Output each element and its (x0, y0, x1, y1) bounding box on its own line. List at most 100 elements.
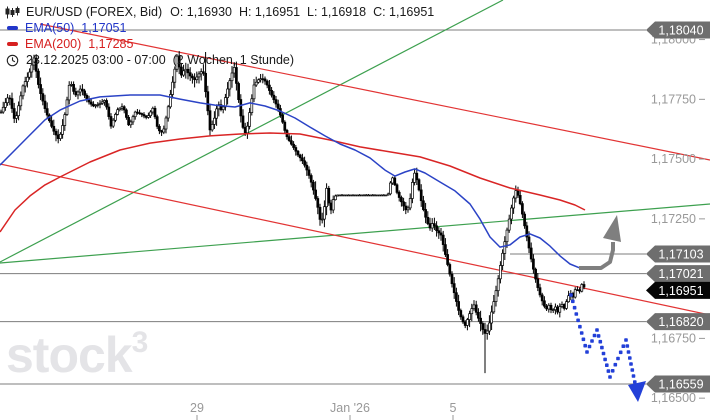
candle (224, 97, 227, 108)
candle (472, 304, 476, 309)
candle (237, 83, 240, 100)
candle (503, 241, 507, 254)
candle (153, 107, 157, 118)
candle (193, 77, 196, 81)
candle (164, 117, 168, 130)
candle (305, 164, 309, 171)
candle (419, 189, 423, 202)
candle (474, 304, 478, 313)
candle (131, 116, 135, 123)
price-badge-label: 1,17103 (658, 248, 703, 262)
candle (378, 194, 381, 197)
candle (160, 130, 163, 133)
candle (501, 252, 504, 266)
candle (39, 84, 42, 94)
candle (155, 116, 159, 127)
price-level-badge (646, 265, 710, 283)
ema200-line[interactable] (0, 132, 586, 233)
candle (54, 130, 58, 136)
candle (389, 182, 392, 195)
green-support-shallow-trendline[interactable] (0, 203, 710, 264)
candle (329, 202, 333, 211)
red-resistance-lower-trendline[interactable] (0, 163, 710, 316)
candle (358, 194, 361, 197)
candle (518, 195, 522, 205)
candle (199, 71, 203, 75)
candle (441, 234, 445, 245)
candle (303, 160, 306, 166)
candle (499, 265, 502, 280)
candle (360, 194, 364, 197)
candle (512, 197, 515, 209)
candle (197, 73, 201, 78)
candle (375, 194, 379, 197)
candle (34, 57, 38, 72)
candle (206, 91, 210, 112)
candle (248, 112, 251, 127)
candle (147, 115, 150, 118)
candle (492, 301, 496, 313)
candle (274, 99, 278, 105)
candle (393, 177, 397, 186)
candle (554, 306, 557, 311)
candle (433, 223, 436, 227)
candle (494, 290, 498, 302)
candle (226, 88, 229, 98)
price-badge-label: 1,17021 (658, 267, 703, 281)
candle (272, 94, 276, 101)
candle (351, 194, 355, 197)
candle (235, 67, 238, 84)
candle (50, 120, 53, 127)
candle (144, 115, 148, 118)
candle (422, 200, 425, 210)
candle (342, 194, 346, 197)
price-level-badge (646, 375, 710, 393)
ema50-line[interactable] (0, 94, 581, 269)
candle (43, 100, 47, 109)
candle (138, 112, 141, 115)
candle (162, 128, 166, 133)
candle (314, 189, 317, 199)
candle (287, 136, 291, 141)
candle (195, 76, 199, 81)
candle (184, 68, 188, 72)
candle (276, 103, 280, 109)
candle (191, 75, 194, 79)
candle (309, 175, 313, 183)
candle (510, 207, 513, 220)
candle (175, 55, 179, 70)
candle (94, 104, 97, 107)
green-support-steep-trendline[interactable] (0, 0, 504, 263)
candle (19, 95, 23, 107)
candle (347, 194, 350, 197)
candle (215, 108, 218, 119)
y-axis-tick-label: 1,17500 (651, 152, 696, 166)
candle (239, 99, 243, 117)
candle (369, 194, 372, 197)
candle (28, 71, 31, 78)
candle (391, 177, 394, 184)
gray-up-arrow-head-icon[interactable] (603, 215, 621, 242)
candle (373, 194, 377, 197)
candle (45, 108, 49, 116)
candle (532, 258, 535, 270)
candle (261, 78, 265, 80)
candle (446, 254, 449, 265)
candle (142, 114, 146, 117)
candle (114, 114, 117, 121)
candle (521, 203, 524, 215)
red-resistance-upper-trendline[interactable] (39, 23, 710, 161)
candle (83, 90, 86, 96)
candle (549, 304, 553, 311)
blue-projection-zigzag[interactable] (569, 293, 638, 390)
candle (406, 207, 410, 211)
candle (120, 106, 124, 109)
gray-up-arrow-shaft[interactable] (579, 242, 615, 270)
candle (254, 81, 258, 86)
candle (158, 126, 161, 132)
candle (182, 70, 185, 76)
candle (312, 181, 315, 191)
candle (477, 311, 480, 319)
blue-arrow-head-icon[interactable] (628, 381, 646, 402)
